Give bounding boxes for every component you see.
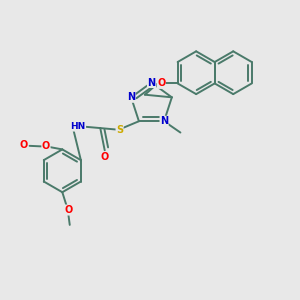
Text: O: O [19,140,28,150]
Text: O: O [100,152,109,162]
Text: O: O [42,141,50,152]
Text: O: O [64,205,72,215]
Text: N: N [127,92,135,102]
Text: N: N [160,116,168,126]
Text: O: O [157,78,165,88]
Text: HN: HN [70,122,86,131]
Text: N: N [147,77,155,88]
Text: S: S [116,124,123,135]
